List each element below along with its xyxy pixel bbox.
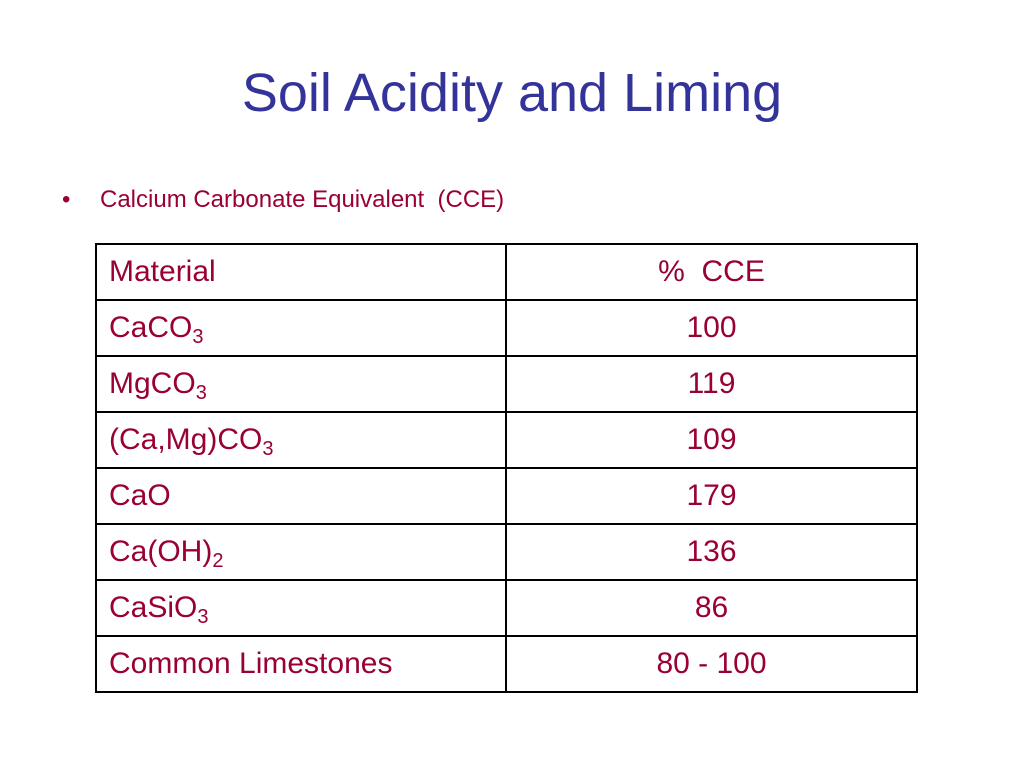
subscript: 3 xyxy=(195,382,207,404)
material-cell: CaCO3 xyxy=(95,299,507,357)
formula: Ca(OH) xyxy=(109,535,213,568)
formula: CaCO xyxy=(109,311,193,344)
subscript: 2 xyxy=(212,550,224,572)
cce-cell: 119 xyxy=(505,355,918,413)
table-row: Common Limestones 80 - 100 xyxy=(95,635,918,693)
cce-table: Material% CCE CaCO3 100 MgCO3 119 (Ca,Mg)CO3 1… xyxy=(95,243,918,693)
bullet: • Calcium Carbonate Equivalent (CCE) xyxy=(62,186,504,214)
formula: (Ca,Mg)CO xyxy=(109,423,263,456)
material-cell: Ca(OH)2 xyxy=(95,523,507,581)
material-cell: CaO xyxy=(95,467,507,525)
cce-cell: 109 xyxy=(505,411,918,469)
table-row: Ca(OH)2 136 xyxy=(95,523,918,581)
table-row: CaCO3 100 xyxy=(95,299,918,357)
formula: MgCO xyxy=(109,367,196,400)
header-cell: Material xyxy=(95,243,507,301)
bullet-text: Calcium Carbonate Equivalent (CCE) xyxy=(100,186,505,213)
table-row: CaSiO3 86 xyxy=(95,579,918,637)
table-row: CaO 179 xyxy=(95,467,918,525)
material-cell: Common Limestones xyxy=(95,635,507,693)
bullet-dot: • xyxy=(62,186,71,213)
cce-cell: 136 xyxy=(505,523,918,581)
subscript: 3 xyxy=(197,606,209,628)
header-cell: % CCE xyxy=(505,243,918,301)
cce-cell: 100 xyxy=(505,299,918,357)
header-row: Material% CCE xyxy=(95,243,918,301)
formula: CaSiO xyxy=(109,591,198,624)
table-row: MgCO3 119 xyxy=(95,355,918,413)
subscript: 3 xyxy=(262,438,274,460)
material-cell: CaSiO3 xyxy=(95,579,507,637)
material-cell: MgCO3 xyxy=(95,355,507,413)
subscript: 3 xyxy=(192,326,204,348)
formula: Common Limestones xyxy=(109,647,393,680)
cce-cell: 86 xyxy=(505,579,918,637)
slide-title: Soil Acidity and Liming xyxy=(241,63,783,123)
table-row: (Ca,Mg)CO3 109 xyxy=(95,411,918,469)
formula: CaO xyxy=(109,479,171,512)
cce-cell: 179 xyxy=(505,467,918,525)
material-cell: (Ca,Mg)CO3 xyxy=(95,411,507,469)
cce-cell: 80 - 100 xyxy=(505,635,918,693)
